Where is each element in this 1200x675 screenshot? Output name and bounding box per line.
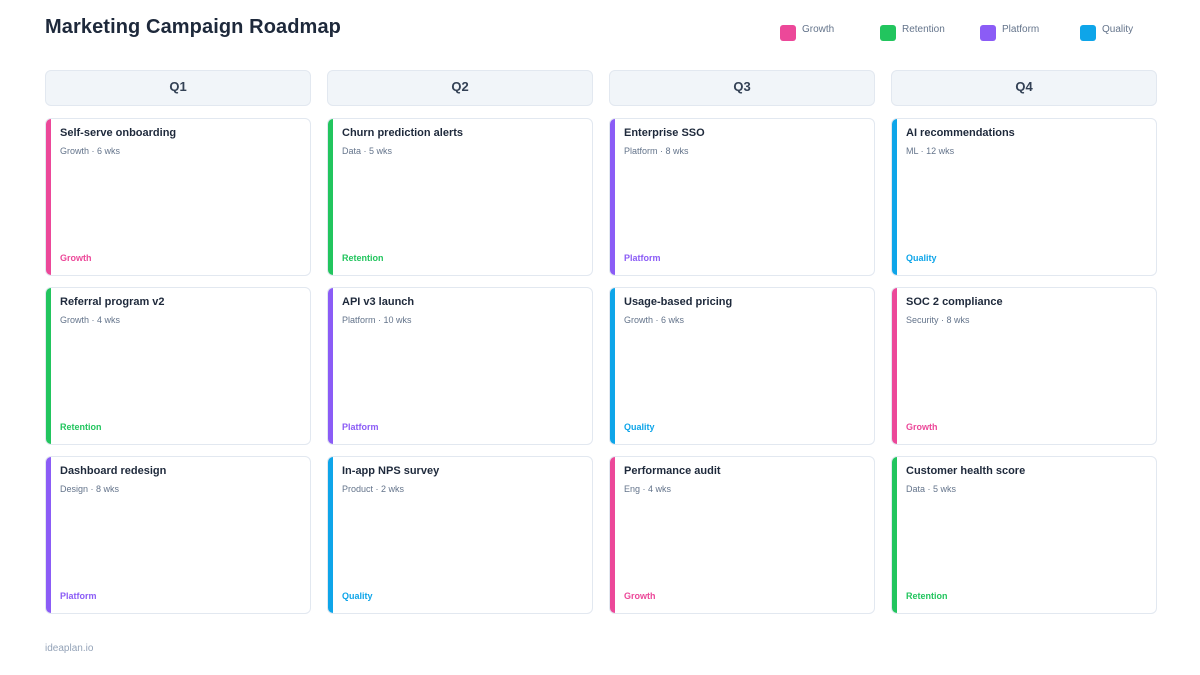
card-accent-bar [610,288,615,444]
card-accent-bar [46,288,51,444]
card-meta: Security · 8 wks [906,315,970,325]
card-title: In-app NPS survey [342,465,440,477]
legend-item-retention: Retention [880,24,980,41]
card-meta: ML · 12 wks [906,146,955,156]
footer-brand: ideaplan.io [45,643,94,654]
column-q2: Q2 Churn prediction alerts Data · 5 wks … [327,70,593,614]
card-tag: Growth [906,422,938,432]
card-meta: Growth · 6 wks [624,315,685,325]
legend: Growth Retention Platform Quality [780,24,1180,41]
card-meta: Product · 2 wks [342,484,405,494]
legend-label: Retention [902,24,945,35]
card-tag: Growth [624,591,656,601]
legend-swatch-icon [980,25,996,41]
roadmap-card[interactable]: Enterprise SSO Platform · 8 wks Platform [609,118,875,276]
card-title: Churn prediction alerts [342,127,464,139]
card-tag: Platform [60,591,97,601]
column-header: Q4 [891,70,1157,106]
legend-item-growth: Growth [780,24,880,41]
column-q3: Q3 Enterprise SSO Platform · 8 wks Platf… [609,70,875,614]
column-header: Q3 [609,70,875,106]
column-q1: Q1 Self-serve onboarding Growth · 6 wks … [45,70,311,614]
card-meta: Growth · 6 wks [60,146,121,156]
legend-swatch-icon [780,25,796,41]
card-accent-bar [46,457,51,613]
roadmap-card[interactable]: Performance audit Eng · 4 wks Growth [609,456,875,614]
card-title: Self-serve onboarding [60,127,177,139]
card-tag: Quality [342,591,373,601]
roadmap-card[interactable]: Dashboard redesign Design · 8 wks Platfo… [45,456,311,614]
card-title: Usage-based pricing [624,296,733,308]
roadmap-card[interactable]: Churn prediction alerts Data · 5 wks Ret… [327,118,593,276]
card-meta: Platform · 8 wks [624,146,689,156]
card-accent-bar [892,119,897,275]
card-meta: Eng · 4 wks [624,484,672,494]
card-tag: Platform [624,253,661,263]
card-meta: Platform · 10 wks [342,315,412,325]
card-title: Dashboard redesign [60,465,167,477]
card-accent-bar [328,457,333,613]
card-tag: Retention [60,422,102,432]
card-accent-bar [46,119,51,275]
card-meta: Data · 5 wks [342,146,393,156]
legend-label: Quality [1102,24,1134,35]
legend-label: Growth [802,24,835,35]
roadmap-card[interactable]: Customer health score Data · 5 wks Reten… [891,456,1157,614]
card-title: Enterprise SSO [624,127,705,139]
roadmap-card[interactable]: SOC 2 compliance Security · 8 wks Growth [891,287,1157,445]
column-header: Q1 [45,70,311,106]
legend-swatch-icon [1080,25,1096,41]
roadmap-card[interactable]: Usage-based pricing Growth · 6 wks Quali… [609,287,875,445]
card-meta: Data · 5 wks [906,484,957,494]
legend-item-quality: Quality [1080,24,1180,41]
card-title: Performance audit [624,465,721,477]
card-meta: Growth · 4 wks [60,315,121,325]
card-tag: Quality [624,422,655,432]
card-title: SOC 2 compliance [906,296,1003,308]
legend-item-platform: Platform [980,24,1080,41]
card-tag: Quality [906,253,937,263]
roadmap-card[interactable]: Referral program v2 Growth · 4 wks Reten… [45,287,311,445]
legend-label: Platform [1002,24,1040,35]
card-tag: Growth [60,253,92,263]
roadmap-card[interactable]: In-app NPS survey Product · 2 wks Qualit… [327,456,593,614]
page-title: Marketing Campaign Roadmap [45,16,341,38]
roadmap-card[interactable]: API v3 launch Platform · 10 wks Platform [327,287,593,445]
card-tag: Platform [342,422,379,432]
column-q4: Q4 AI recommendations ML · 12 wks Qualit… [891,70,1157,614]
legend-swatch-icon [880,25,896,41]
card-title: AI recommendations [906,127,1015,139]
card-tag: Retention [906,591,948,601]
column-header: Q2 [327,70,593,106]
card-accent-bar [328,119,333,275]
card-accent-bar [892,457,897,613]
card-tag: Retention [342,253,384,263]
card-meta: Design · 8 wks [60,484,120,494]
roadmap-card[interactable]: Self-serve onboarding Growth · 6 wks Gro… [45,118,311,276]
roadmap-card[interactable]: AI recommendations ML · 12 wks Quality [891,118,1157,276]
card-accent-bar [328,288,333,444]
card-title: API v3 launch [342,296,415,308]
card-accent-bar [892,288,897,444]
card-title: Customer health score [906,465,1026,477]
card-title: Referral program v2 [60,296,165,308]
roadmap-board: Q1 Self-serve onboarding Growth · 6 wks … [45,70,1157,614]
card-accent-bar [610,457,615,613]
card-accent-bar [610,119,615,275]
